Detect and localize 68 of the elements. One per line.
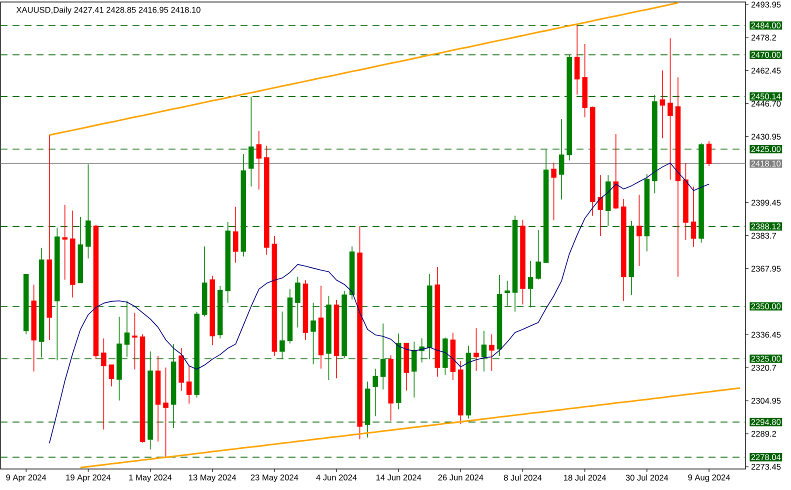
y-tick-label: 2367.95	[751, 266, 781, 272]
candlestick	[660, 70, 666, 139]
candlestick	[280, 311, 285, 360]
ref-line-label: 2484.00	[751, 22, 781, 28]
candlestick	[124, 300, 130, 358]
x-tick-label: 18 Jul 2024	[564, 474, 606, 481]
ref-line-label: 2470.00	[751, 52, 781, 58]
y-tick-label: 2493.95	[751, 2, 781, 8]
candlestick	[474, 328, 479, 372]
ref-line-label: 2425.00	[751, 146, 781, 152]
y-tick-label: 2478.2	[751, 34, 776, 41]
ref-line-label: 2388.12	[751, 224, 780, 230]
x-tick-label: 8 Jul 2024	[504, 474, 542, 481]
candlestick	[256, 130, 262, 190]
line-series	[48, 162, 710, 444]
candlestick	[668, 38, 673, 180]
x-tick-label: 13 May 2024	[188, 474, 236, 482]
y-tick-label: 2289.2	[751, 430, 776, 437]
candlestick	[551, 162, 556, 221]
candlestick	[636, 194, 642, 266]
y-tick-label: 2383.7	[751, 232, 776, 239]
ref-line-label: 2278.04	[751, 454, 781, 460]
candlestick	[690, 186, 696, 248]
candlestick	[380, 323, 386, 390]
candlestick	[528, 260, 534, 308]
y-tick-label: 2304.95	[751, 398, 781, 404]
x-tick-label: 9 Apr 2024	[6, 474, 46, 482]
y-tick-label: 2320.7	[751, 364, 776, 371]
x-tick-label: 23 May 2024	[250, 474, 298, 482]
candlestick	[706, 140, 712, 166]
x-tick-label: 19 Apr 2024	[66, 474, 111, 482]
candlestick	[536, 230, 541, 280]
y-tick-label: 2462.45	[751, 68, 781, 74]
candlestick	[481, 330, 487, 372]
candlestick	[186, 365, 192, 404]
y-tick-label: 2430.95	[751, 134, 781, 140]
ref-line-label: 2294.80	[751, 419, 781, 425]
x-tick-label: 1 May 2024	[129, 474, 172, 482]
y-tick-label: 2273.45	[751, 464, 781, 470]
text: XAUUSD,Daily 2427.41 2428.85 2416.95 2418.10	[16, 6, 200, 14]
candlestick	[132, 312, 138, 370]
candlestick	[598, 174, 604, 236]
ref-line-label: 2325.00	[751, 356, 781, 362]
candlestick	[233, 206, 238, 264]
candlestick	[558, 118, 564, 200]
x-tick-label: 30 Jul 2024	[626, 474, 668, 481]
candlestick	[163, 367, 168, 458]
ref-line-label: 2418.10	[751, 160, 781, 167]
candlestick	[101, 338, 106, 430]
line-series	[80, 387, 741, 468]
candlestick	[489, 334, 494, 372]
candlestick	[574, 25, 580, 96]
ref-line-label: 2350.00	[751, 303, 781, 310]
y-tick-label: 2446.70	[751, 100, 781, 107]
x-tick-label: 26 Jun 2024	[438, 474, 484, 480]
candlestick	[412, 341, 417, 398]
y-tick-label: 2336.45	[751, 332, 781, 338]
x-tick-label: 14 Jun 2024	[376, 474, 422, 480]
y-tick-label: 2399.45	[751, 200, 781, 206]
candlestick	[108, 364, 114, 387]
candlestick	[295, 276, 300, 328]
candlestick	[372, 368, 378, 417]
x-tick-label: 4 Jun 2024	[316, 474, 357, 480]
x-tick-label: 9 Aug 2024	[688, 474, 730, 482]
candlestick	[310, 302, 316, 365]
candlestick	[248, 96, 254, 187]
candlestick	[504, 280, 510, 307]
ref-line-label: 2450.14	[751, 94, 781, 100]
